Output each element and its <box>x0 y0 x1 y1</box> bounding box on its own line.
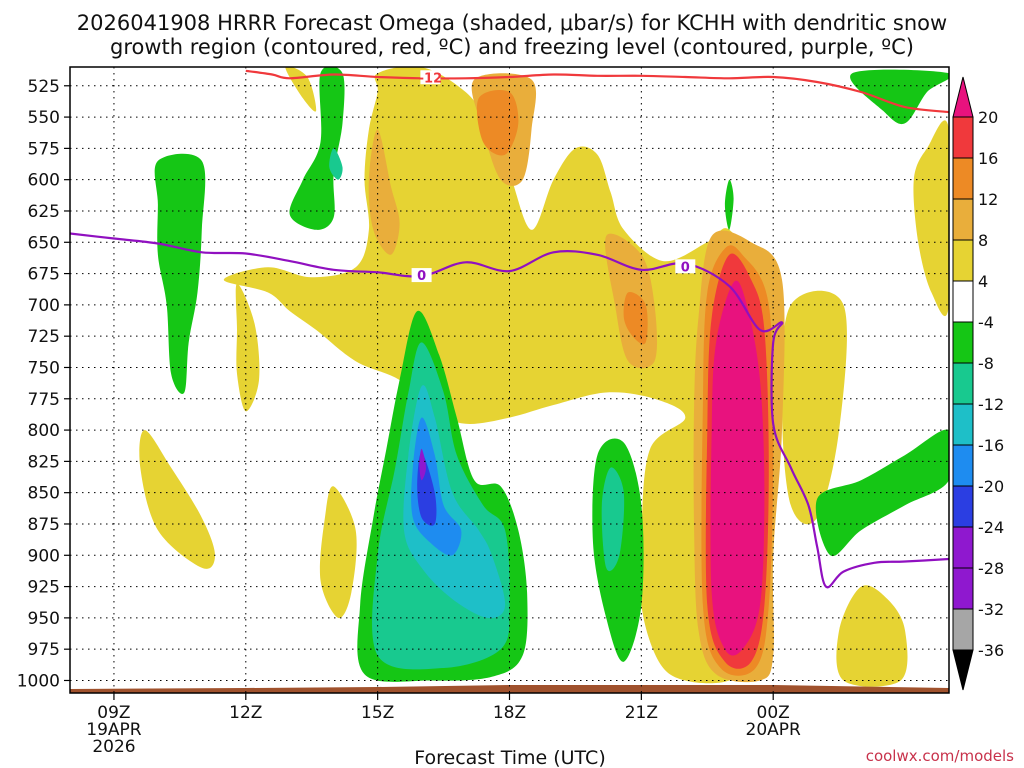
omega-region-green-23 <box>850 69 949 125</box>
contour-label-bg-1-0 <box>411 268 432 283</box>
colorbar-swatch--20--16 <box>952 444 974 487</box>
omega-region-yellow-0 <box>223 67 761 684</box>
chart-title-line1: 2026041908 HRRR Forecast Omega (shaded, … <box>77 11 947 35</box>
y-tick-label-925: 925 <box>28 578 60 598</box>
colorbar-label-16: 16 <box>978 149 998 168</box>
contour-label-bg-0-0 <box>420 70 441 85</box>
colorbar-swatch--36--32 <box>952 608 974 651</box>
y-tick-label-725: 725 <box>28 327 60 347</box>
chart-title-line2: growth region (contoured, red, ºC) and f… <box>110 35 914 59</box>
omega-region-yellow-5 <box>836 585 908 687</box>
omega-region-green-18 <box>154 153 206 394</box>
colorbar-swatch--12--8 <box>952 362 974 405</box>
omega-region-yellow-8 <box>781 290 847 525</box>
y-tick-label-825: 825 <box>28 452 60 472</box>
x-axis-label: Forecast Time (UTC) <box>414 747 605 768</box>
plot-area: -12 0 0 <box>69 66 950 694</box>
omega-region-green-19 <box>289 67 345 230</box>
omega-region-green-24 <box>724 179 734 230</box>
y-tick-label-625: 625 <box>28 202 60 222</box>
x-tick-label-00Z-1: 20APR <box>746 720 802 740</box>
colorbar-swatch--8--4 <box>952 321 974 364</box>
colorbar-label--28: -28 <box>978 559 1004 578</box>
colorbar-swatch-4-8 <box>952 239 974 282</box>
y-tick-label-950: 950 <box>28 609 60 629</box>
contour-layer: -12 0 0 <box>70 69 949 589</box>
omega-region-blue-29 <box>411 417 462 556</box>
colorbar-label--20: -20 <box>978 477 1004 496</box>
colorbar-label-12: 12 <box>978 190 998 209</box>
y-tick-label-525: 525 <box>28 77 60 97</box>
colorbar-swatch--32--28 <box>952 567 974 610</box>
y-tick-label-775: 775 <box>28 390 60 410</box>
colorbar-swatch-8-12 <box>952 198 974 241</box>
colorbar-swatch--24--20 <box>952 485 974 528</box>
ground-surface <box>70 685 949 693</box>
y-tick-label-575: 575 <box>28 139 60 159</box>
y-tick-label-975: 975 <box>28 640 60 660</box>
colorbar-swatch-16-20 <box>952 116 974 159</box>
omega-region-purple-31 <box>419 448 426 481</box>
contour-line-0 <box>245 69 949 114</box>
colorbar-bottom-triangle <box>952 649 974 691</box>
y-tick-label-650: 650 <box>28 233 60 253</box>
colorbar-label--12: -12 <box>978 395 1004 414</box>
x-tick-label-18Z-0: 18Z <box>493 703 526 723</box>
omega-region-yellow-1 <box>235 283 260 412</box>
y-tick-label-875: 875 <box>28 515 60 535</box>
x-tick-label-15Z-0: 15Z <box>361 703 394 723</box>
contour-label-bg-1-1 <box>675 259 696 274</box>
colorbar-label--24: -24 <box>978 518 1004 537</box>
omega-region-green-22 <box>815 429 949 557</box>
colorbar-label--8: -8 <box>978 354 994 373</box>
omega-region-teal-27 <box>601 467 625 572</box>
grid-layer <box>70 67 949 693</box>
x-tick-label-21Z-0: 21Z <box>625 703 658 723</box>
colorbar-swatch--4-4 <box>952 280 974 323</box>
contour-label-1-1: 0 <box>681 260 690 275</box>
contour-line-1 <box>70 232 949 589</box>
y-tick-label-800: 800 <box>28 421 60 441</box>
omega-region-orange-13 <box>476 89 519 156</box>
colorbar-label-8: 8 <box>978 231 988 250</box>
y-tick-label-1000: 1000 <box>17 671 60 691</box>
x-tick-label-00Z-0: 00Z <box>757 703 790 723</box>
contour-label-0-0: -12 <box>419 71 443 86</box>
omega-region-magenta-17 <box>710 280 765 656</box>
colorbar-top-triangle <box>952 76 974 118</box>
omega-region-teal-25 <box>329 148 343 180</box>
contour-label-1-0: 0 <box>417 269 426 284</box>
y-tick-label-750: 750 <box>28 358 60 378</box>
y-tick-label-900: 900 <box>28 546 60 566</box>
credit-text[interactable]: coolwx.com/models <box>866 747 1014 765</box>
ground-layer <box>70 685 949 693</box>
omega-shading-layer <box>139 67 949 687</box>
x-tick-label-09Z-1: 19APR <box>86 720 142 740</box>
colorbar-label-4: 4 <box>978 272 988 291</box>
omega-region-yellow-4 <box>319 486 357 619</box>
colorbar-swatch--16--12 <box>952 403 974 446</box>
y-tick-label-850: 850 <box>28 484 60 504</box>
colorbar-label--16: -16 <box>978 436 1004 455</box>
colorbar: 20 16 12 8 4 -4 -8 -12 -16 -20 -24 -28 -32 -36 <box>952 76 1004 691</box>
colorbar-swatch--28--24 <box>952 526 974 569</box>
x-tick-label-09Z-2: 2026 <box>92 737 135 757</box>
omega-region-yellow-3 <box>139 430 215 569</box>
y-axis: 525 550 575 600 625 650 675 700 725 750 775 800 825 8… <box>17 77 70 691</box>
y-tick-label-675: 675 <box>28 265 60 285</box>
colorbar-label-20: 20 <box>978 108 998 127</box>
colorbar-label--4: -4 <box>978 313 994 332</box>
y-tick-label-600: 600 <box>28 171 60 191</box>
x-tick-label-12Z-0: 12Z <box>229 703 262 723</box>
colorbar-swatch-12-16 <box>952 157 974 200</box>
colorbar-label--36: -36 <box>978 641 1004 660</box>
x-tick-label-09Z-0: 09Z <box>97 703 130 723</box>
colorbar-label--32: -32 <box>978 600 1004 619</box>
omega-region-yellow-6 <box>913 120 949 317</box>
y-tick-label-700: 700 <box>28 296 60 316</box>
y-tick-label-550: 550 <box>28 108 60 128</box>
omega-region-lightorange-9 <box>368 129 400 255</box>
